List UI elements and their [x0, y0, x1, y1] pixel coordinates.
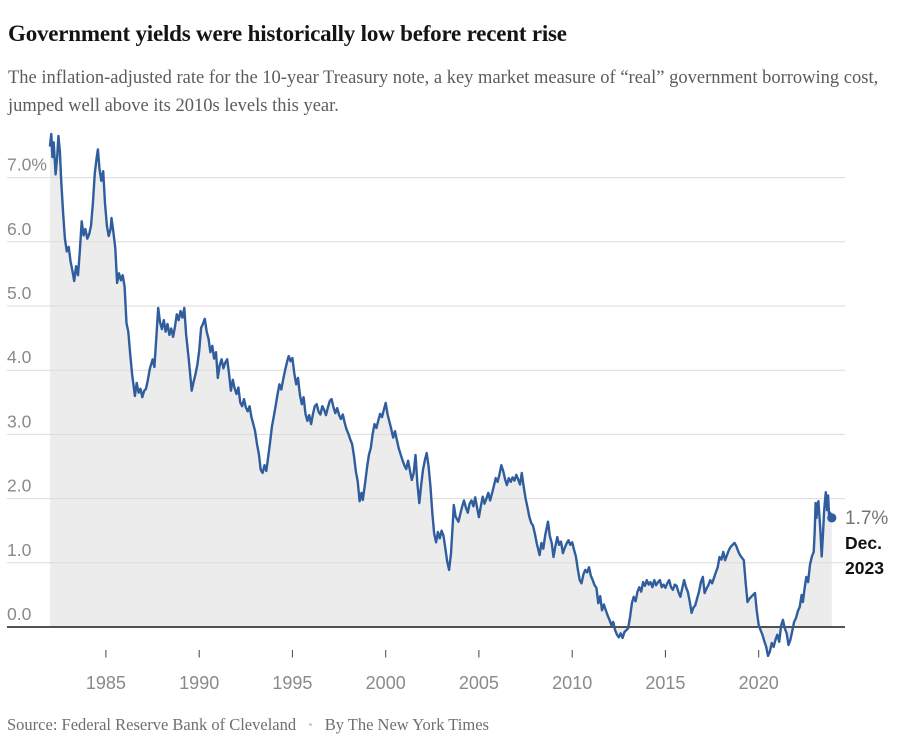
y-tick-label: 4.0 — [7, 347, 32, 367]
byline-text: By The New York Times — [324, 715, 489, 734]
y-tick-label: 0.0 — [7, 604, 32, 624]
y-tick-label: 5.0 — [7, 283, 32, 303]
x-tick-label: 1995 — [272, 673, 312, 693]
separator-dot-icon: • — [308, 717, 313, 732]
end-value-label: 1.7% — [845, 508, 889, 529]
x-tick-label: 2000 — [366, 673, 406, 693]
x-tick-label: 1990 — [179, 673, 219, 693]
y-tick-label: 3.0 — [7, 411, 32, 431]
y-tick-label: 2.0 — [7, 476, 32, 496]
data-line — [48, 132, 833, 658]
y-tick-label: 6.0 — [7, 219, 32, 239]
source-line: Source: Federal Reserve Bank of Clevelan… — [7, 712, 897, 738]
y-tick-label: 1.0 — [7, 540, 32, 560]
x-tick-label: 2020 — [739, 673, 779, 693]
x-tick-label: 1985 — [86, 673, 126, 693]
source-text: Source: Federal Reserve Bank of Clevelan… — [7, 715, 297, 734]
chart-title: Government yields were historically low … — [8, 21, 567, 47]
x-tick-label: 2015 — [645, 673, 685, 693]
area-fill — [50, 133, 832, 656]
chart-subtitle: The inflation-adjusted rate for the 10-y… — [8, 67, 879, 117]
end-point-annotation: 1.7% Dec. 2023 — [845, 507, 905, 581]
y-tick-label: 7.0% — [7, 155, 47, 175]
end-date-month-label: Dec. — [845, 533, 882, 553]
x-tick-label: 2010 — [552, 673, 592, 693]
end-point-dot — [827, 513, 837, 523]
x-tick-label: 2005 — [459, 673, 499, 693]
end-date-year-label: 2023 — [845, 558, 884, 578]
